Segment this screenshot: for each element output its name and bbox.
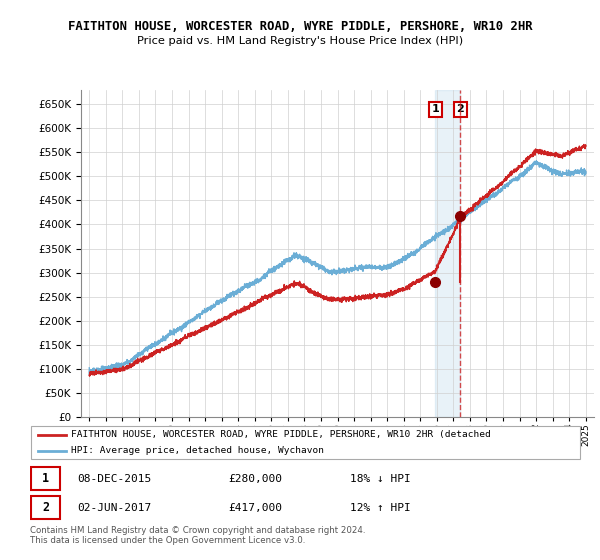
Text: £417,000: £417,000 <box>229 503 283 513</box>
Text: 1: 1 <box>431 104 439 114</box>
Text: This data is licensed under the Open Government Licence v3.0.: This data is licensed under the Open Gov… <box>30 536 305 545</box>
FancyBboxPatch shape <box>31 427 580 459</box>
Text: Contains HM Land Registry data © Crown copyright and database right 2024.: Contains HM Land Registry data © Crown c… <box>30 526 365 535</box>
Text: 02-JUN-2017: 02-JUN-2017 <box>77 503 151 513</box>
Text: FAITHTON HOUSE, WORCESTER ROAD, WYRE PIDDLE, PERSHORE, WR10 2HR (detached: FAITHTON HOUSE, WORCESTER ROAD, WYRE PID… <box>71 430 491 439</box>
Text: 1: 1 <box>42 472 49 486</box>
Text: 2: 2 <box>457 104 464 114</box>
FancyBboxPatch shape <box>31 468 60 491</box>
Text: 12% ↑ HPI: 12% ↑ HPI <box>350 503 411 513</box>
Text: FAITHTON HOUSE, WORCESTER ROAD, WYRE PIDDLE, PERSHORE, WR10 2HR: FAITHTON HOUSE, WORCESTER ROAD, WYRE PID… <box>68 20 532 32</box>
Text: 08-DEC-2015: 08-DEC-2015 <box>77 474 151 484</box>
Text: HPI: Average price, detached house, Wychavon: HPI: Average price, detached house, Wych… <box>71 446 325 455</box>
Bar <box>436 90 460 417</box>
Text: Price paid vs. HM Land Registry's House Price Index (HPI): Price paid vs. HM Land Registry's House … <box>137 36 463 46</box>
FancyBboxPatch shape <box>31 496 60 519</box>
Text: 2: 2 <box>42 501 49 515</box>
Text: 18% ↓ HPI: 18% ↓ HPI <box>350 474 411 484</box>
Text: £280,000: £280,000 <box>229 474 283 484</box>
